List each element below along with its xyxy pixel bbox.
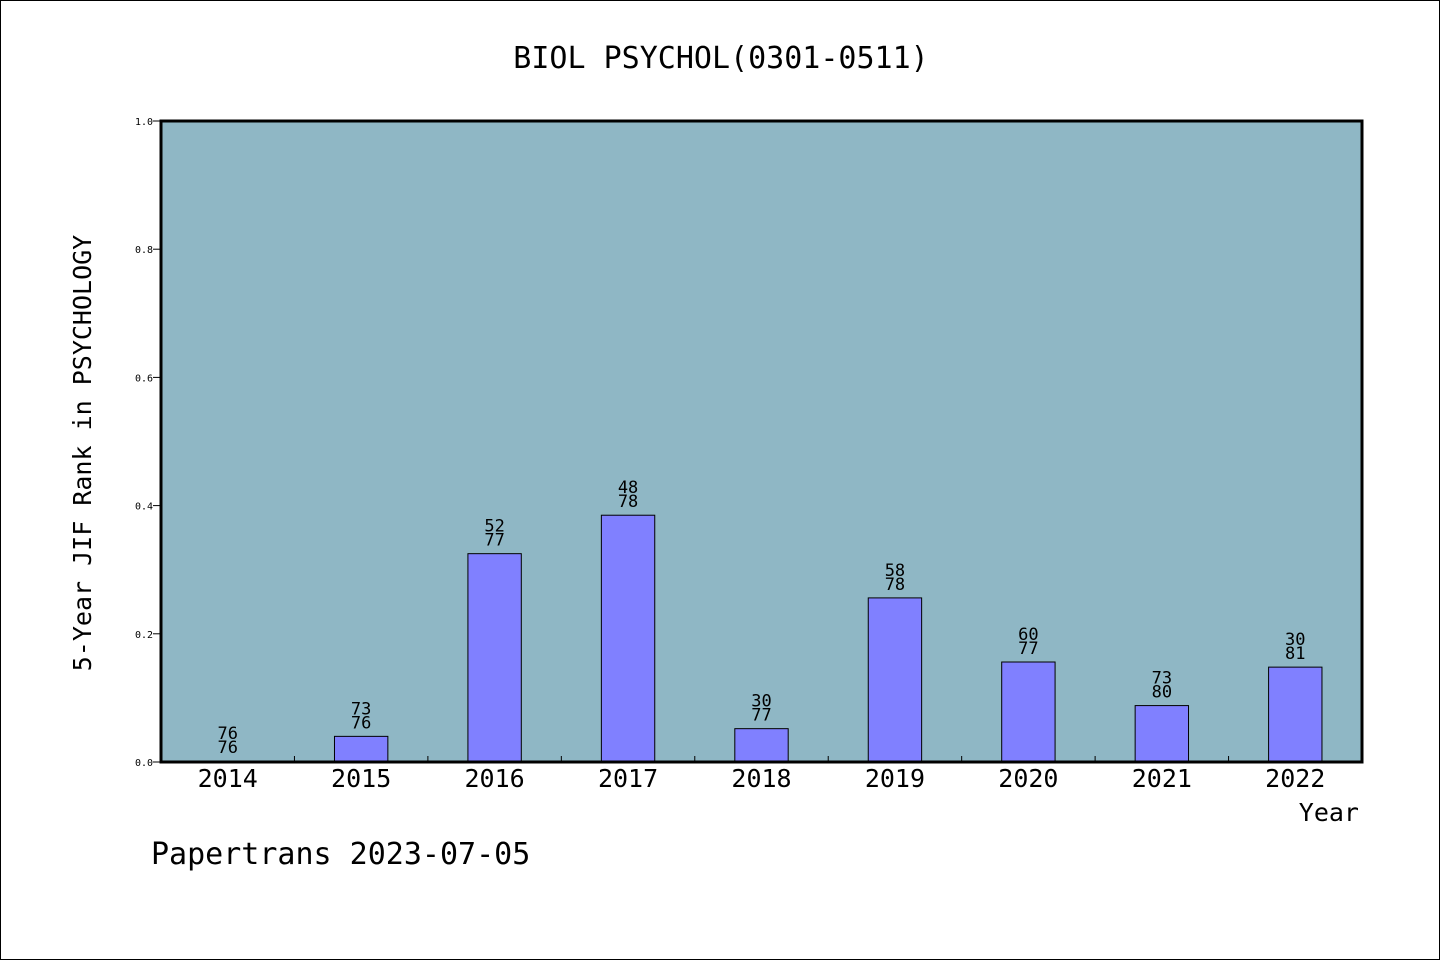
x-tick-label: 2019: [865, 764, 925, 793]
y-tick-label: 1.0: [135, 117, 153, 128]
y-tick-label: 0.6: [135, 373, 153, 384]
bar-label-top: 76: [217, 724, 237, 744]
x-tick-label: 2021: [1132, 764, 1192, 793]
y-axis-label: 5-Year JIF Rank in PSYCHOLOGY: [68, 235, 97, 672]
bar: [734, 728, 789, 763]
bar-label-bottom: 78: [618, 492, 638, 512]
bar-label-bottom: 77: [1018, 639, 1038, 659]
bar-label-bottom: 78: [885, 575, 905, 595]
x-tick-label: 2022: [1265, 764, 1325, 793]
bar: [1134, 705, 1190, 763]
bar: [333, 735, 389, 763]
bar: [600, 514, 656, 763]
x-tick-label: 2014: [198, 764, 258, 793]
plot-border: [159, 119, 1364, 764]
bar-label-top: 52: [484, 517, 504, 537]
bar-label-top: 60: [1018, 625, 1038, 645]
bar-label-bottom: 81: [1285, 644, 1305, 664]
bar-label-bottom: 77: [751, 706, 771, 726]
bar-label-bottom: 76: [351, 713, 371, 733]
bar-label-top: 30: [751, 692, 771, 712]
bar-label-top: 48: [618, 478, 638, 498]
bar-label-bottom: 76: [217, 738, 237, 758]
plot-area: [161, 121, 1362, 762]
x-tick-label: 2016: [465, 764, 525, 793]
y-tick-label: 0.8: [135, 245, 153, 256]
bar-label-top: 73: [1152, 669, 1172, 689]
bar-label-bottom: 80: [1152, 683, 1172, 703]
axis-ticks: 0.0 0.2 0.4 0.6 0.8 1.0 2014 2015 2016 2017 2018 20…: [135, 117, 1325, 793]
y-tick-label: 0.2: [135, 630, 153, 641]
x-tick-label: 2018: [731, 764, 791, 793]
bar-label-top: 73: [351, 699, 371, 719]
bar-label-bottom: 77: [484, 531, 504, 551]
x-tick-label: 2017: [598, 764, 658, 793]
bar: [1268, 666, 1323, 763]
bar-label-top: 30: [1285, 630, 1305, 650]
y-tick-label: 0.0: [135, 758, 153, 769]
bar-label-top: 58: [885, 561, 905, 581]
x-tick-label: 2015: [331, 764, 391, 793]
bar: [1001, 661, 1056, 763]
x-axis-label: Year: [1299, 798, 1359, 827]
footer-credit: Papertrans 2023-07-05: [151, 837, 530, 872]
bar: [867, 597, 923, 763]
chart-title: BIOL PSYCHOL(0301-0511): [513, 41, 928, 76]
y-tick-label: 0.4: [135, 502, 153, 513]
x-tick-label: 2020: [998, 764, 1058, 793]
bar: [467, 553, 522, 763]
